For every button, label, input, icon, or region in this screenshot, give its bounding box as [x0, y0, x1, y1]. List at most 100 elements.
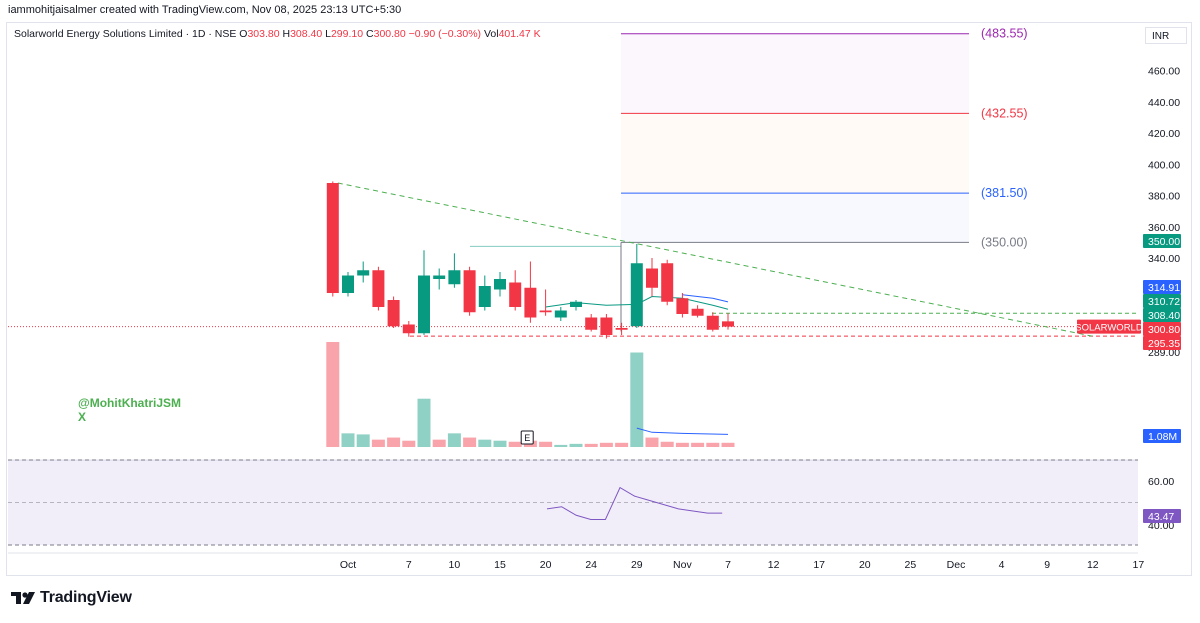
- currency-button[interactable]: INR: [1145, 27, 1187, 44]
- candle-body: [387, 300, 400, 327]
- time-tick: 4: [999, 559, 1005, 571]
- price-badge-bg: [1143, 234, 1181, 248]
- time-tick: 24: [585, 559, 597, 571]
- time-tick: 20: [540, 559, 552, 571]
- candle-body: [722, 321, 734, 327]
- price-tick: 380.00: [1148, 191, 1180, 203]
- candle: [539, 289, 552, 316]
- volume-bar: [463, 437, 477, 447]
- down-trendline: [337, 182, 1093, 337]
- moving-average-2: [682, 294, 729, 303]
- price-tick: 360.00: [1148, 222, 1180, 234]
- watermark-platform: X: [78, 410, 87, 424]
- candle-body: [418, 275, 430, 334]
- target-label-1: (483.55): [981, 27, 1028, 41]
- candle-body: [372, 270, 385, 307]
- symbol-info-bar: Solarworld Energy Solutions Limited · 1D…: [14, 28, 541, 40]
- candle: [615, 322, 628, 335]
- time-tick: 25: [905, 559, 917, 571]
- volume-bar: [660, 441, 674, 447]
- price-badge-bg: [1143, 294, 1181, 308]
- time-tick: 9: [1044, 559, 1050, 571]
- time-tick: 29: [631, 559, 643, 571]
- target-zone-3: [621, 193, 969, 243]
- candle: [691, 305, 704, 318]
- target-label-4: (350.00): [981, 235, 1028, 249]
- volume-badge: 1.08M: [1148, 431, 1177, 443]
- candle: [494, 272, 506, 297]
- ohlc-close: C300.80: [366, 28, 406, 40]
- watermark-handle: @MohitKhatriJSM: [78, 396, 182, 410]
- candle: [357, 261, 370, 283]
- candle-body: [539, 310, 552, 313]
- rsi-line: [546, 486, 723, 520]
- candle-body: [478, 286, 491, 307]
- candle-body: [494, 279, 506, 290]
- time-tick: 17: [813, 559, 825, 571]
- candle-body: [357, 270, 370, 276]
- rsi-badge: 43.47: [1148, 511, 1174, 523]
- price-tick: 440.00: [1148, 97, 1180, 109]
- time-tick: Nov: [673, 559, 692, 571]
- time-tick: Dec: [947, 559, 966, 571]
- candle-body: [554, 310, 567, 318]
- volume-bar: [326, 342, 340, 447]
- time-tick: 10: [449, 559, 461, 571]
- price-badge-bg: [1143, 322, 1181, 336]
- candle: [387, 296, 400, 328]
- tradingview-logo[interactable]: TradingView: [10, 589, 132, 607]
- price-badge: 310.72: [1148, 296, 1180, 308]
- volume-bar: [721, 442, 735, 447]
- candle-body: [463, 270, 476, 313]
- candle: [722, 313, 734, 330]
- ohlc-low: L299.10: [325, 28, 364, 40]
- candle-body: [342, 275, 354, 293]
- price-tick: 340.00: [1148, 253, 1180, 265]
- time-tick: 15: [494, 559, 506, 571]
- volume-bar: [341, 433, 355, 447]
- time-tick: Oct: [340, 559, 356, 571]
- volume-bar: [645, 437, 659, 447]
- volume-bar: [417, 398, 431, 447]
- candle-body: [661, 263, 674, 302]
- volume-ma-line: [636, 427, 729, 435]
- volume-bar: [539, 441, 553, 447]
- candle-body: [630, 263, 643, 327]
- rsi-tick: 60.00: [1148, 476, 1174, 488]
- earnings-marker-box: [520, 430, 534, 445]
- candle-body: [646, 268, 658, 288]
- volume-bar: [508, 441, 522, 447]
- symbol-title[interactable]: Solarworld Energy Solutions Limited · 1D…: [14, 28, 237, 40]
- candle-body: [570, 301, 582, 307]
- volume-bar: [371, 439, 385, 447]
- price-badge: 350.00: [1148, 236, 1180, 248]
- candle-body: [585, 317, 598, 330]
- volume-bar: [675, 442, 689, 447]
- tradingview-logo-text: TradingView: [40, 589, 132, 606]
- candle: [585, 314, 598, 332]
- symbol-tag-bg: [1077, 319, 1141, 334]
- tradingview-logo-icon: [11, 592, 35, 604]
- volume-bar: [356, 434, 370, 447]
- candle-body: [600, 317, 613, 335]
- volume-bar: [387, 437, 401, 447]
- volume-bar: [432, 439, 446, 447]
- target-zone-1: [621, 33, 969, 114]
- volume-bar: [569, 443, 583, 447]
- volume-bar: [630, 352, 644, 447]
- time-tick: 7: [725, 559, 731, 571]
- symbol-tag: SOLARWORLD: [1075, 323, 1143, 334]
- candle: [342, 272, 354, 297]
- volume-bar: [599, 442, 613, 447]
- volume-bar: [402, 440, 416, 447]
- chart-frame: [6, 22, 1192, 576]
- price-badge-bg: [1143, 308, 1181, 322]
- candle: [478, 275, 491, 311]
- time-tick: 12: [1087, 559, 1099, 571]
- ohlc-change: −0.90 (−0.30%): [408, 28, 482, 40]
- volume-bar: [493, 440, 507, 447]
- time-tick: 17: [1133, 559, 1145, 571]
- candle-body: [433, 275, 446, 279]
- author-watermark: @MohitKhatriJSM X: [78, 396, 181, 424]
